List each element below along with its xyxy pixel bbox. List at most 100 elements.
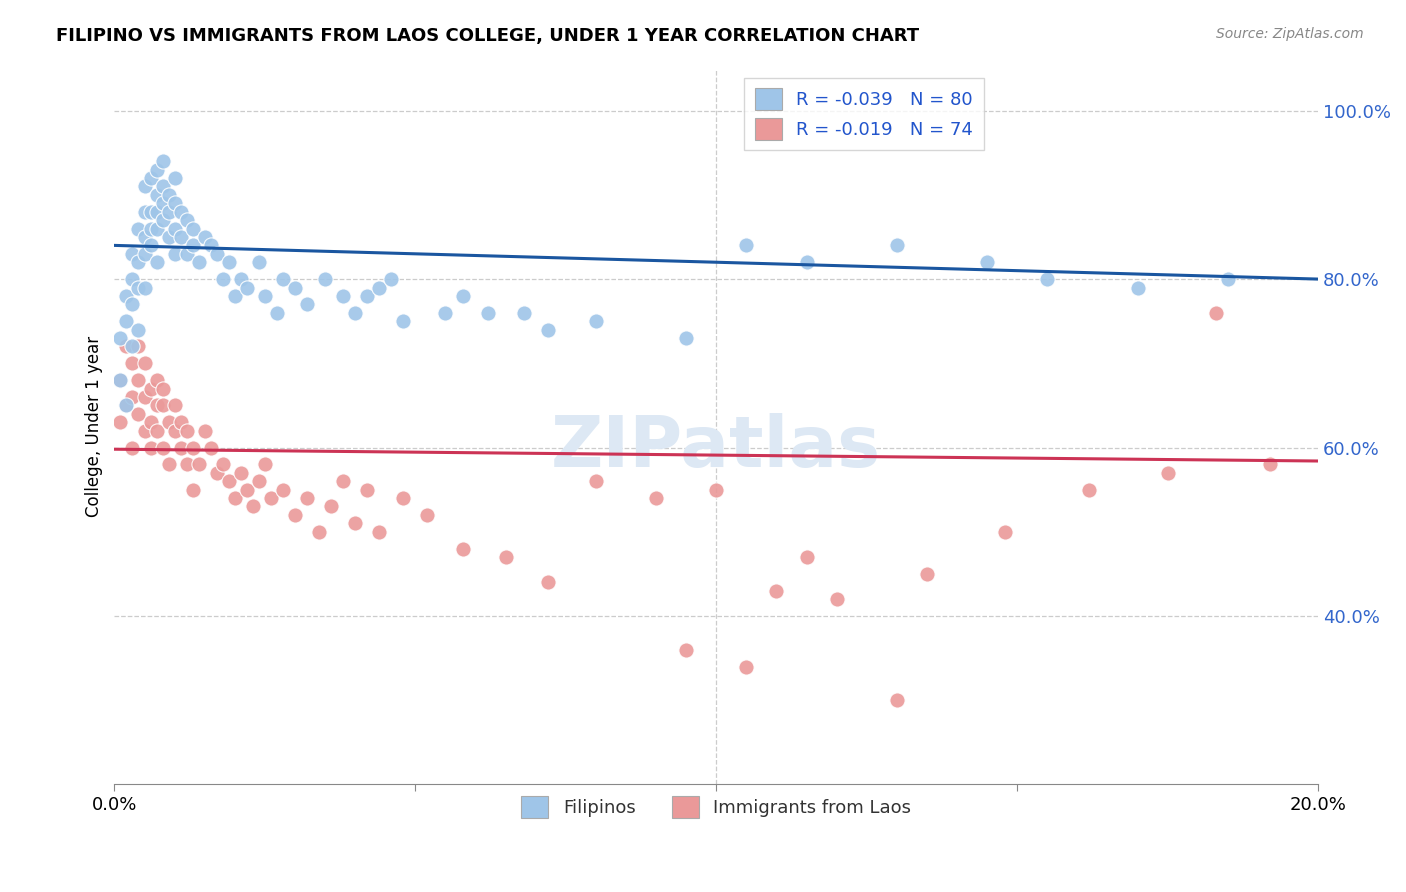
Point bbox=[134, 424, 156, 438]
Point bbox=[121, 272, 143, 286]
Point bbox=[145, 221, 167, 235]
Point bbox=[356, 289, 378, 303]
Point bbox=[127, 221, 149, 235]
Point bbox=[392, 491, 415, 505]
Point bbox=[994, 524, 1017, 539]
Point bbox=[319, 500, 342, 514]
Point bbox=[139, 441, 162, 455]
Point bbox=[205, 247, 228, 261]
Point bbox=[434, 306, 457, 320]
Point bbox=[163, 399, 186, 413]
Point bbox=[537, 323, 560, 337]
Point bbox=[477, 306, 499, 320]
Point bbox=[314, 272, 336, 286]
Point bbox=[537, 575, 560, 590]
Point bbox=[266, 306, 288, 320]
Point bbox=[332, 474, 354, 488]
Point bbox=[218, 255, 240, 269]
Point bbox=[139, 171, 162, 186]
Point bbox=[134, 280, 156, 294]
Point bbox=[157, 458, 180, 472]
Point bbox=[1205, 306, 1227, 320]
Point bbox=[121, 356, 143, 370]
Point bbox=[308, 524, 330, 539]
Point bbox=[157, 230, 180, 244]
Point bbox=[115, 399, 138, 413]
Point bbox=[181, 441, 204, 455]
Text: FILIPINO VS IMMIGRANTS FROM LAOS COLLEGE, UNDER 1 YEAR CORRELATION CHART: FILIPINO VS IMMIGRANTS FROM LAOS COLLEGE… bbox=[56, 27, 920, 45]
Point bbox=[976, 255, 998, 269]
Point bbox=[187, 458, 209, 472]
Point bbox=[157, 415, 180, 429]
Point bbox=[152, 154, 174, 169]
Point bbox=[271, 272, 294, 286]
Point bbox=[585, 314, 607, 328]
Text: ZIPatlas: ZIPatlas bbox=[551, 414, 882, 483]
Point bbox=[253, 289, 276, 303]
Point bbox=[368, 524, 391, 539]
Point bbox=[110, 331, 132, 345]
Point bbox=[176, 213, 198, 227]
Point bbox=[735, 659, 758, 673]
Point bbox=[127, 407, 149, 421]
Point bbox=[139, 221, 162, 235]
Point bbox=[163, 221, 186, 235]
Point bbox=[416, 508, 439, 522]
Point bbox=[127, 323, 149, 337]
Point bbox=[121, 297, 143, 311]
Point bbox=[152, 382, 174, 396]
Point bbox=[380, 272, 402, 286]
Point bbox=[127, 255, 149, 269]
Point bbox=[187, 255, 209, 269]
Point bbox=[1036, 272, 1059, 286]
Point bbox=[176, 247, 198, 261]
Point bbox=[825, 592, 848, 607]
Point bbox=[145, 204, 167, 219]
Point bbox=[163, 424, 186, 438]
Point bbox=[253, 458, 276, 472]
Point bbox=[145, 373, 167, 387]
Point bbox=[134, 356, 156, 370]
Point bbox=[121, 390, 143, 404]
Point bbox=[121, 247, 143, 261]
Point bbox=[134, 179, 156, 194]
Legend: Filipinos, Immigrants from Laos: Filipinos, Immigrants from Laos bbox=[515, 789, 918, 825]
Point bbox=[194, 424, 217, 438]
Point bbox=[169, 415, 191, 429]
Point bbox=[121, 441, 143, 455]
Point bbox=[205, 466, 228, 480]
Point bbox=[1216, 272, 1239, 286]
Point bbox=[796, 549, 818, 564]
Point bbox=[145, 399, 167, 413]
Point bbox=[1078, 483, 1101, 497]
Point bbox=[229, 272, 252, 286]
Point bbox=[675, 642, 697, 657]
Point bbox=[247, 474, 270, 488]
Point bbox=[645, 491, 668, 505]
Point bbox=[295, 491, 318, 505]
Point bbox=[886, 238, 908, 252]
Point bbox=[176, 458, 198, 472]
Point bbox=[152, 399, 174, 413]
Point bbox=[211, 272, 233, 286]
Point bbox=[139, 204, 162, 219]
Point bbox=[512, 306, 534, 320]
Point bbox=[392, 314, 415, 328]
Point bbox=[163, 171, 186, 186]
Point bbox=[169, 441, 191, 455]
Point bbox=[169, 204, 191, 219]
Point bbox=[115, 314, 138, 328]
Point bbox=[110, 415, 132, 429]
Point bbox=[163, 247, 186, 261]
Point bbox=[181, 221, 204, 235]
Point bbox=[886, 693, 908, 707]
Point bbox=[260, 491, 283, 505]
Point bbox=[495, 549, 517, 564]
Point bbox=[200, 441, 222, 455]
Point bbox=[295, 297, 318, 311]
Point bbox=[675, 331, 697, 345]
Point bbox=[194, 230, 217, 244]
Point bbox=[211, 458, 233, 472]
Point bbox=[181, 483, 204, 497]
Point bbox=[134, 247, 156, 261]
